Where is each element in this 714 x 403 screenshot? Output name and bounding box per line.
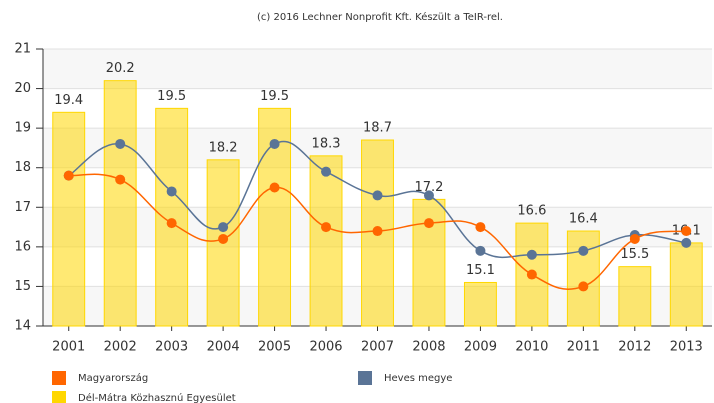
point <box>475 222 486 233</box>
point <box>218 222 229 233</box>
data-label: 19.5 <box>157 89 186 104</box>
data-label: 20.2 <box>106 61 135 76</box>
point <box>269 182 280 193</box>
point <box>372 226 383 237</box>
point <box>526 269 537 280</box>
bar <box>566 230 600 327</box>
bar <box>618 266 652 327</box>
y-tick-label: 18 <box>14 160 31 175</box>
point <box>526 249 537 260</box>
legend-swatch <box>52 391 66 403</box>
point <box>578 281 589 292</box>
x-tick-label: 2008 <box>412 340 445 355</box>
point <box>269 138 280 149</box>
x-tick-label: 2003 <box>155 340 188 355</box>
point <box>578 245 589 256</box>
x-tick-label: 2005 <box>258 340 291 355</box>
x-tick-label: 2010 <box>515 340 548 355</box>
data-label: 17.2 <box>414 180 443 195</box>
data-label: 19.4 <box>54 93 83 108</box>
point <box>423 218 434 229</box>
bar <box>155 107 189 327</box>
point <box>166 186 177 197</box>
data-label: 15.5 <box>620 247 649 262</box>
x-tick-label: 2011 <box>567 340 600 355</box>
point <box>63 170 74 181</box>
x-tick-label: 2004 <box>207 340 240 355</box>
y-tick-label: 21 <box>14 42 31 57</box>
grid-band <box>43 49 712 89</box>
y-tick-label: 15 <box>14 279 31 294</box>
data-label: 16.6 <box>517 204 546 219</box>
data-label: 19.5 <box>260 89 289 104</box>
point <box>475 245 486 256</box>
chart-title: (c) 2016 Lechner Nonprofit Kft. Készült … <box>257 11 503 23</box>
point <box>681 226 692 237</box>
data-label: 18.7 <box>363 121 392 136</box>
y-tick-label: 20 <box>14 81 31 96</box>
x-tick-label: 2002 <box>104 340 137 355</box>
bar <box>463 281 497 327</box>
y-tick-label: 19 <box>14 121 31 136</box>
data-label: 16.4 <box>569 212 598 227</box>
point <box>372 190 383 201</box>
point <box>681 237 692 248</box>
legend-label: Dél-Mátra Közhasznú Egyesület <box>78 392 236 403</box>
point <box>218 233 229 244</box>
point <box>629 233 640 244</box>
y-tick-label: 14 <box>14 319 31 334</box>
bar <box>669 242 703 327</box>
legend-swatch <box>52 371 66 385</box>
data-label: 18.3 <box>312 136 341 151</box>
x-tick-label: 2013 <box>670 340 703 355</box>
point <box>115 138 126 149</box>
bar <box>52 111 86 327</box>
x-tick-label: 2001 <box>52 340 85 355</box>
x-tick-label: 2009 <box>464 340 497 355</box>
bar <box>309 155 343 327</box>
y-tick-label: 17 <box>14 200 31 215</box>
x-tick-label: 2012 <box>618 340 651 355</box>
x-tick-label: 2007 <box>361 340 394 355</box>
point <box>115 174 126 185</box>
legend-swatch <box>358 371 372 385</box>
point <box>321 166 332 177</box>
point <box>321 222 332 233</box>
point <box>166 218 177 229</box>
legend-label: Heves megye <box>384 373 452 384</box>
legend-label: Magyarország <box>78 372 148 384</box>
data-label: 18.2 <box>209 140 238 155</box>
bar <box>103 80 137 327</box>
x-tick-label: 2006 <box>309 340 342 355</box>
point <box>423 190 434 201</box>
data-label: 15.1 <box>466 263 495 278</box>
y-tick-label: 16 <box>14 239 31 254</box>
